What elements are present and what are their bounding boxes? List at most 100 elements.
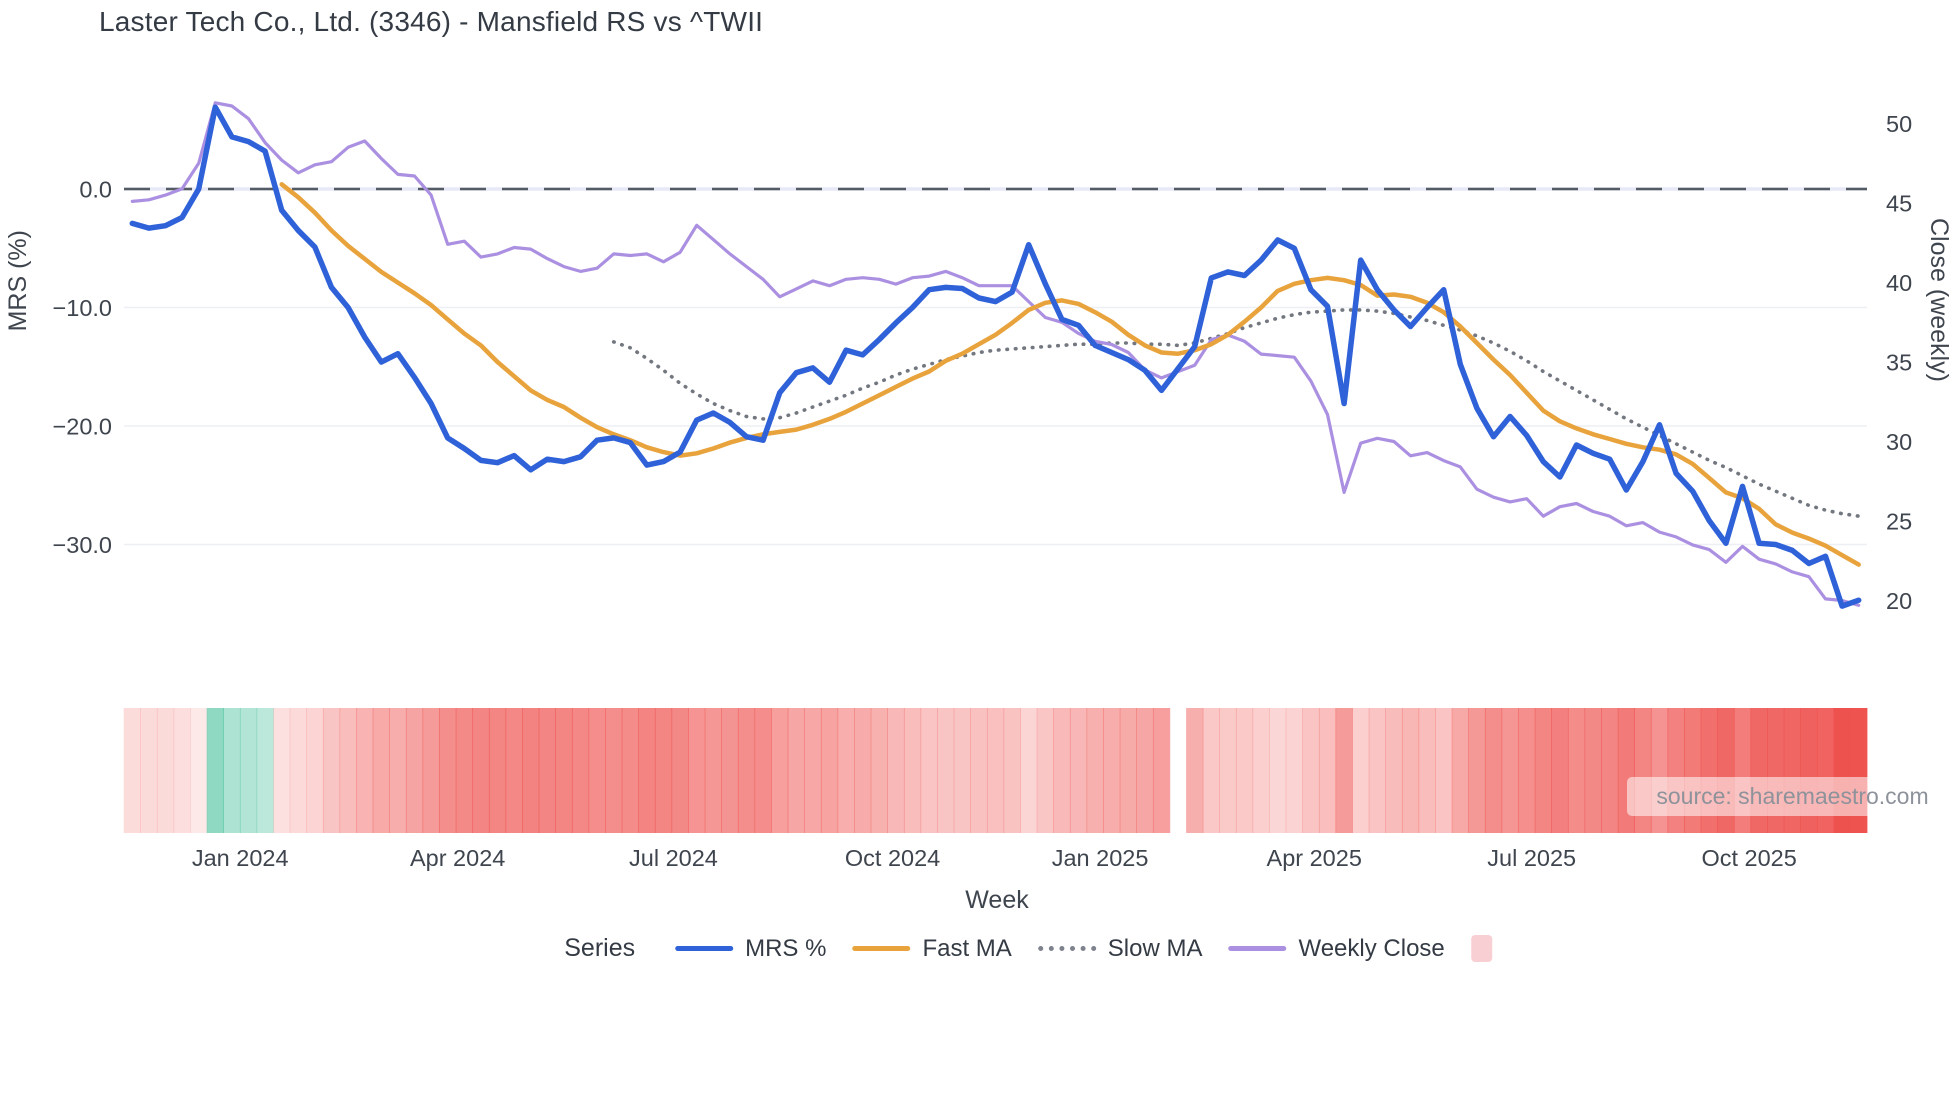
left-axis-tick-label: −10.0 bbox=[53, 295, 112, 321]
heatmap-cell[interactable] bbox=[737, 708, 756, 833]
heatmap-cell[interactable] bbox=[1318, 708, 1337, 833]
heatmap-cell[interactable] bbox=[571, 708, 590, 833]
heatmap-cell[interactable] bbox=[356, 708, 374, 833]
heatmap-cell[interactable] bbox=[1302, 708, 1320, 833]
heatmap-cell[interactable] bbox=[605, 708, 623, 833]
heatmap-cell[interactable] bbox=[223, 708, 241, 833]
heatmap-cell[interactable] bbox=[688, 708, 706, 833]
legend-item-heatmap[interactable] bbox=[1470, 935, 1492, 962]
heatmap-cell[interactable] bbox=[306, 708, 324, 833]
heatmap-cell[interactable] bbox=[439, 708, 457, 833]
heatmap-cell[interactable] bbox=[1368, 708, 1386, 833]
heatmap-cell[interactable] bbox=[173, 708, 191, 833]
heatmap-cell[interactable] bbox=[372, 708, 390, 833]
heatmap-cell[interactable] bbox=[953, 708, 971, 833]
heatmap-cell[interactable] bbox=[1219, 708, 1237, 833]
heatmap-cell[interactable] bbox=[1186, 708, 1204, 833]
heatmap-cell[interactable] bbox=[289, 708, 307, 833]
heatmap-cell[interactable] bbox=[1601, 708, 1619, 833]
heatmap-cell[interactable] bbox=[522, 708, 540, 833]
heatmap-cell[interactable] bbox=[1468, 708, 1486, 833]
heatmap-cell[interactable] bbox=[1086, 708, 1104, 833]
heatmap-cell[interactable] bbox=[1385, 708, 1403, 833]
heatmap-cell[interactable] bbox=[1501, 708, 1519, 833]
heatmap-cell[interactable] bbox=[1020, 708, 1038, 833]
heatmap-cell[interactable] bbox=[1418, 708, 1436, 833]
heatmap-cell[interactable] bbox=[538, 708, 556, 833]
heatmap-cell[interactable] bbox=[854, 708, 872, 833]
heatmap-cell[interactable] bbox=[704, 708, 722, 833]
legend-item-label: MRS % bbox=[745, 934, 827, 962]
heatmap-cell[interactable] bbox=[389, 708, 407, 833]
heatmap-cell[interactable] bbox=[1152, 708, 1171, 833]
legend-item-slow-ma[interactable]: Slow MA bbox=[1037, 935, 1202, 963]
heatmap-cell[interactable] bbox=[804, 708, 822, 833]
heatmap-cell[interactable] bbox=[1335, 708, 1353, 833]
heatmap-cell[interactable] bbox=[654, 708, 673, 833]
heatmap-cell[interactable] bbox=[1069, 708, 1088, 833]
heatmap-cell[interactable] bbox=[787, 708, 805, 833]
heatmap-cell[interactable] bbox=[273, 708, 291, 833]
legend-item-weekly-close[interactable]: Weekly Close bbox=[1228, 935, 1445, 963]
heatmap-cell[interactable] bbox=[1401, 708, 1420, 833]
heatmap-cell[interactable] bbox=[239, 708, 258, 833]
heatmap-cell[interactable] bbox=[887, 708, 905, 833]
heatmap-cell[interactable] bbox=[771, 708, 789, 833]
heatmap-cell[interactable] bbox=[422, 708, 440, 833]
heatmap-cell[interactable] bbox=[405, 708, 424, 833]
heatmap-cell[interactable] bbox=[1285, 708, 1303, 833]
heatmap-cell[interactable] bbox=[970, 708, 988, 833]
heatmap-cell[interactable] bbox=[1119, 708, 1137, 833]
heatmap-cell[interactable] bbox=[1103, 708, 1121, 833]
heatmap-cell[interactable] bbox=[123, 708, 141, 833]
heatmap-cell[interactable] bbox=[1435, 708, 1453, 833]
heatmap-cell[interactable] bbox=[1551, 708, 1569, 833]
heatmap-cell[interactable] bbox=[1136, 708, 1154, 833]
heatmap-cell[interactable] bbox=[455, 708, 473, 833]
heatmap-cell[interactable] bbox=[621, 708, 639, 833]
heatmap-cell[interactable] bbox=[1518, 708, 1536, 833]
heatmap-cell[interactable] bbox=[256, 708, 274, 833]
heatmap-cell[interactable] bbox=[140, 708, 158, 833]
heatmap-cell[interactable] bbox=[638, 708, 656, 833]
heatmap-cell[interactable] bbox=[754, 708, 772, 833]
heatmap-cell[interactable] bbox=[986, 708, 1005, 833]
heatmap-cell[interactable] bbox=[1053, 708, 1071, 833]
series-line-slow-ma bbox=[611, 308, 1861, 518]
heatmap-cell[interactable] bbox=[488, 708, 507, 833]
heatmap-cell[interactable] bbox=[870, 708, 888, 833]
heatmap-cell[interactable] bbox=[1202, 708, 1220, 833]
legend: Series MRS % Fast MA Slow MA Weekly Clos… bbox=[564, 934, 1492, 963]
heatmap-swatch-icon bbox=[1470, 935, 1492, 962]
heatmap-cell[interactable] bbox=[837, 708, 855, 833]
heatmap-cell[interactable] bbox=[671, 708, 689, 833]
heatmap-cell[interactable] bbox=[920, 708, 938, 833]
heatmap-cell[interactable] bbox=[322, 708, 341, 833]
heatmap-cell[interactable] bbox=[1584, 708, 1602, 833]
heatmap-cell[interactable] bbox=[1484, 708, 1503, 833]
heatmap-cell[interactable] bbox=[339, 708, 357, 833]
heatmap-cell[interactable] bbox=[1036, 708, 1054, 833]
legend-item-mrs[interactable]: MRS % bbox=[675, 935, 826, 963]
heatmap-cell[interactable] bbox=[1269, 708, 1287, 833]
heatmap-cell[interactable] bbox=[1235, 708, 1254, 833]
heatmap-cell[interactable] bbox=[1534, 708, 1552, 833]
heatmap-cell[interactable] bbox=[190, 708, 208, 833]
heatmap-cell[interactable] bbox=[721, 708, 739, 833]
heatmap-cell[interactable] bbox=[588, 708, 606, 833]
heatmap-cell[interactable] bbox=[903, 708, 922, 833]
heatmap-cell[interactable] bbox=[1567, 708, 1586, 833]
heatmap-cell[interactable] bbox=[820, 708, 839, 833]
heatmap-cell[interactable] bbox=[1252, 708, 1270, 833]
heatmap-cell[interactable] bbox=[1451, 708, 1469, 833]
heatmap-cell[interactable] bbox=[472, 708, 490, 833]
heatmap-cell[interactable] bbox=[937, 708, 955, 833]
heatmap-cell[interactable] bbox=[505, 708, 523, 833]
heatmap-cell[interactable] bbox=[206, 708, 224, 833]
left-axis-tick-label: −20.0 bbox=[53, 414, 112, 440]
heatmap-cell[interactable] bbox=[1352, 708, 1370, 833]
legend-item-fast-ma[interactable]: Fast MA bbox=[852, 935, 1012, 963]
heatmap-cell[interactable] bbox=[555, 708, 573, 833]
heatmap-cell[interactable] bbox=[156, 708, 175, 833]
heatmap-cell[interactable] bbox=[1003, 708, 1021, 833]
